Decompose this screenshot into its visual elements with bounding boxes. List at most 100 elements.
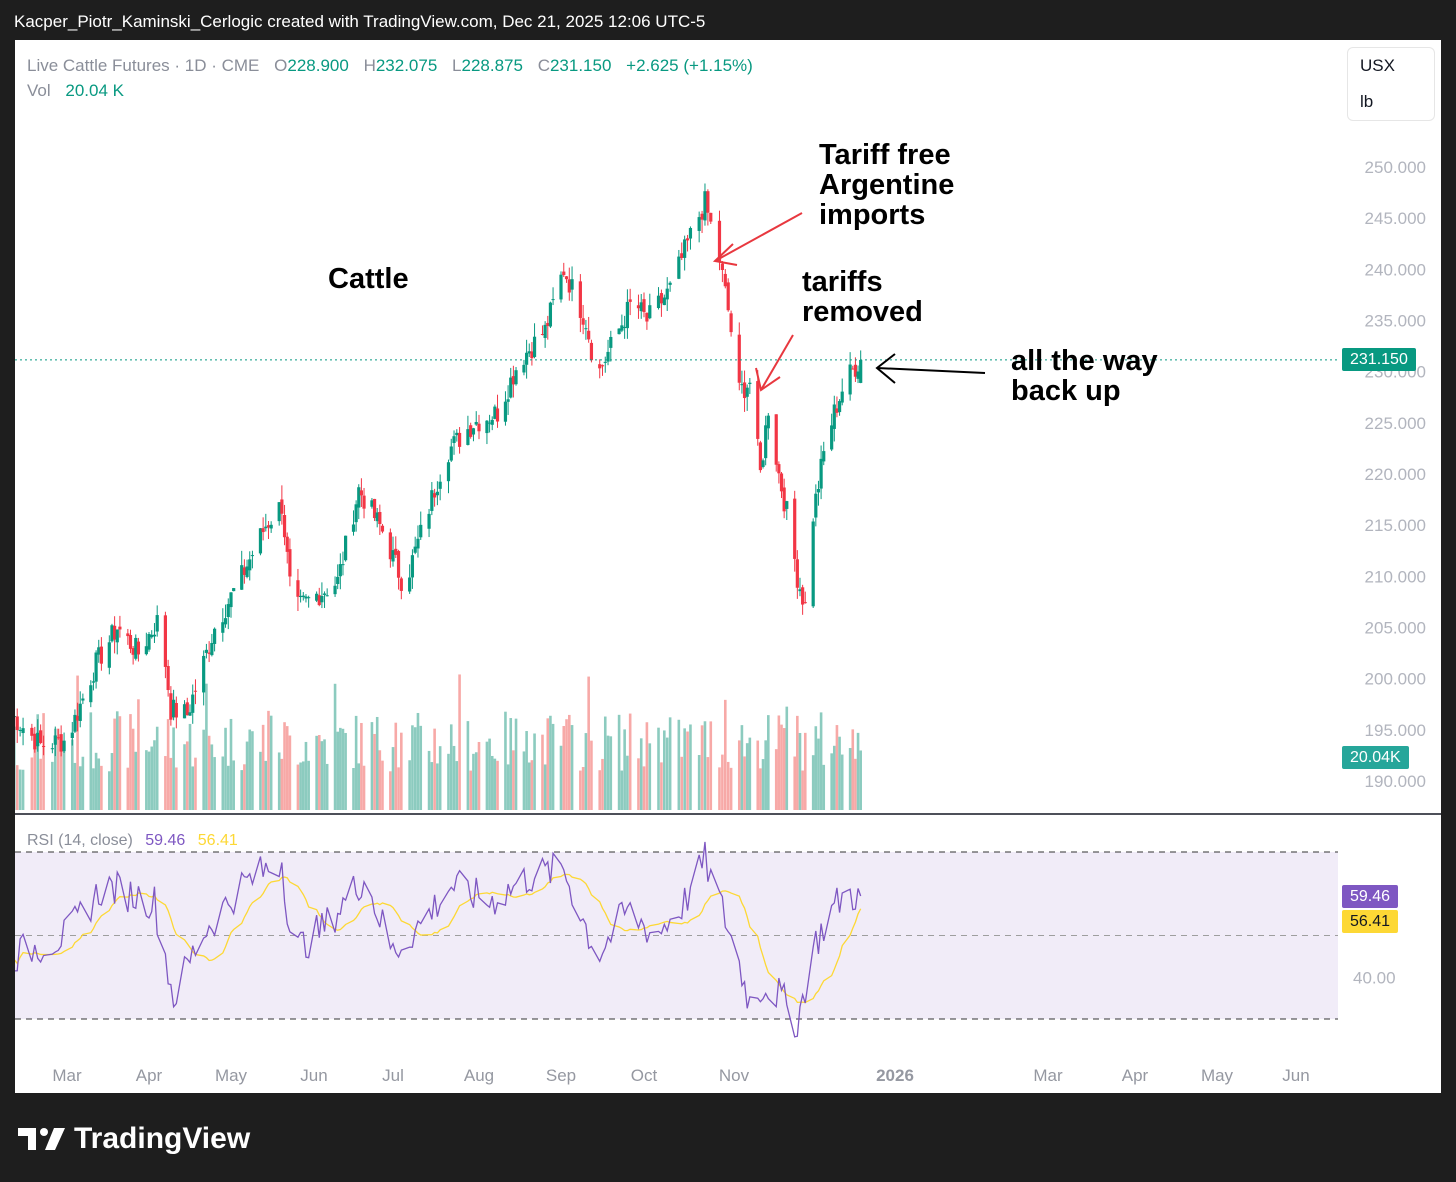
volume-bar: [391, 747, 395, 810]
candle-body: [623, 326, 627, 329]
candle-body: [717, 220, 722, 262]
volume-bar: [280, 758, 284, 810]
rsi-value-tag: 59.46: [1342, 885, 1399, 908]
volume-bar: [455, 761, 459, 810]
volume-bar: [721, 754, 724, 810]
volume-bar: [317, 735, 321, 810]
volume-bar: [36, 714, 40, 810]
volume-bar: [737, 740, 741, 810]
volume-bar: [745, 743, 749, 810]
candle-body: [304, 596, 308, 599]
candle-body: [15, 716, 19, 731]
price-chart[interactable]: 250.000245.000240.000235.000230.000225.0…: [15, 40, 1441, 1093]
candle-body: [477, 423, 481, 432]
candle-body: [89, 685, 93, 703]
volume-bar: [639, 738, 643, 810]
candle-body: [144, 646, 148, 655]
candle-body: [388, 532, 392, 560]
rsi-line: [15, 841, 862, 1038]
candle-body: [56, 737, 60, 739]
volume-bar: [15, 765, 19, 810]
volume-bar: [433, 728, 436, 810]
candle-body: [338, 564, 342, 577]
candle-body: [408, 577, 412, 592]
candle-body: [856, 371, 860, 379]
tradingview-logo[interactable]: TradingView: [18, 1122, 250, 1156]
candle-body: [282, 515, 287, 538]
candle-body: [700, 213, 704, 220]
volume-bar: [584, 733, 588, 810]
candle-body: [33, 733, 37, 750]
volume-bar: [226, 765, 230, 810]
candle-body: [840, 391, 844, 403]
candle-body: [546, 322, 550, 326]
volume-bar: [240, 770, 244, 810]
volume-bar: [344, 732, 347, 810]
volume-bar: [100, 765, 103, 810]
volume-bar: [301, 761, 305, 810]
volume-bar: [796, 715, 799, 810]
volume-bar: [617, 714, 621, 810]
time-axis-label: Apr: [1122, 1066, 1149, 1085]
volume-bar: [530, 760, 534, 810]
candle-body: [193, 690, 198, 692]
volume-bar: [15, 726, 16, 810]
candle-body: [53, 735, 57, 745]
volume-bar: [740, 725, 744, 810]
candle-body: [39, 730, 43, 743]
candle-body: [551, 299, 555, 301]
price-axis-label: 210.000: [1365, 567, 1426, 586]
volume-bar: [642, 766, 646, 810]
volume-bar: [668, 717, 672, 810]
volume-bar: [381, 760, 384, 810]
volume-bar: [689, 724, 692, 810]
candle-body: [835, 408, 839, 413]
volume-bar: [129, 714, 132, 810]
volume-bar: [172, 727, 175, 810]
price-axis-label: 235.000: [1365, 312, 1426, 331]
time-axis-label: Nov: [719, 1066, 750, 1085]
volume-bar: [546, 718, 550, 810]
candle-body: [75, 715, 80, 721]
candle-body: [774, 414, 778, 465]
candle-body: [285, 536, 289, 552]
candle-body: [107, 642, 111, 668]
volume-bar: [686, 731, 689, 810]
candle-body: [606, 351, 610, 362]
candle-body: [697, 217, 701, 231]
candle-body: [543, 324, 547, 338]
volume-bar: [793, 756, 797, 810]
candle-body: [511, 376, 515, 385]
volume-bar: [645, 722, 649, 810]
volume-bar: [637, 758, 640, 810]
candle-body: [859, 359, 863, 383]
currency-unit-selector[interactable]: USX lb: [1347, 47, 1435, 121]
open-label: O: [274, 56, 288, 75]
volume-bar: [360, 722, 363, 810]
chart-frame[interactable]: 250.000 245.000 240.000 235.000 230.000 225.0…: [15, 40, 1441, 1093]
rsi-legend-ma: 56.41: [197, 832, 238, 849]
candle-body: [113, 625, 117, 640]
volume-bar: [336, 731, 339, 810]
volume-bar: [166, 719, 170, 810]
candle-body: [659, 293, 664, 304]
candle-body: [315, 593, 319, 601]
last-price-tag: 231.150: [1342, 348, 1416, 371]
candle-body: [131, 648, 135, 655]
candle-body: [598, 364, 602, 369]
candle-body: [261, 528, 265, 533]
volume-bar: [648, 743, 652, 810]
candle-body: [495, 408, 500, 422]
candle-body: [798, 589, 802, 592]
candle-body: [490, 419, 494, 425]
arrow-tariffs-head: [755, 367, 781, 392]
time-axis-label: Sep: [546, 1066, 576, 1085]
volume-bar: [115, 711, 119, 810]
volume-bar: [264, 760, 268, 810]
candle-body: [115, 629, 119, 643]
volume-bar: [488, 738, 491, 810]
candle-body: [668, 282, 672, 285]
candle-body: [62, 740, 66, 752]
open-value: 228.900: [287, 56, 349, 75]
currency-label: USX: [1360, 56, 1395, 75]
